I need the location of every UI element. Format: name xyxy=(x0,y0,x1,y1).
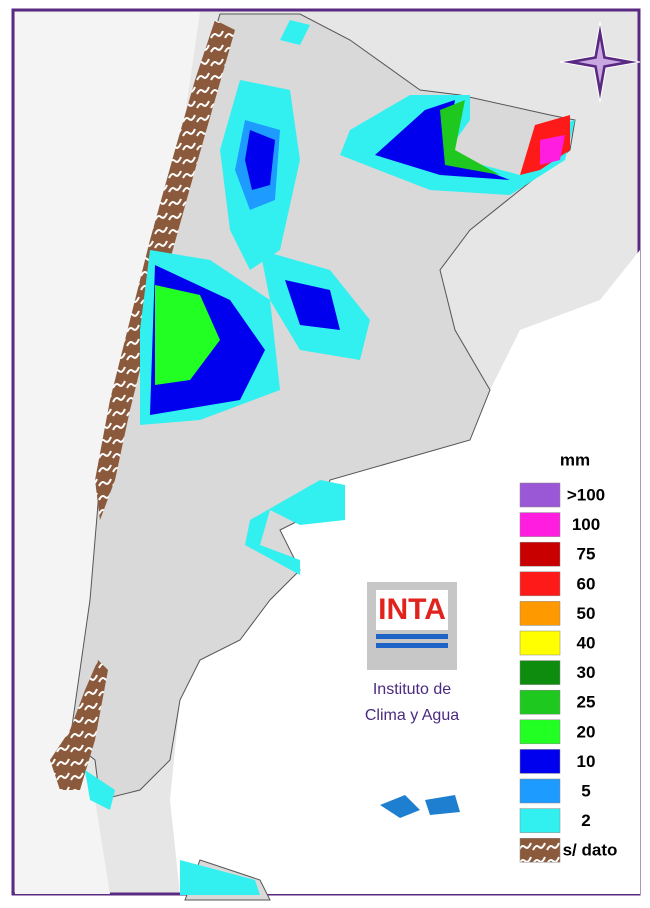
legend-label: 5 xyxy=(581,781,590,800)
legend-swatch xyxy=(519,571,561,597)
legend-swatch xyxy=(519,541,561,567)
legend-swatch xyxy=(519,512,561,537)
rain-area xyxy=(155,285,220,385)
rain-area xyxy=(440,100,500,175)
legend-swatch xyxy=(519,601,561,626)
compass-rose xyxy=(559,21,641,103)
rain-area xyxy=(245,130,275,190)
legend-label: 30 xyxy=(577,663,596,682)
legend-swatch xyxy=(519,719,561,745)
logo-caption: Clima y Agua xyxy=(365,707,459,724)
no-data-area xyxy=(50,660,108,790)
legend-label: 75 xyxy=(577,545,596,564)
legend-swatch xyxy=(519,749,561,774)
legend-swatch xyxy=(519,482,561,508)
rain-area xyxy=(180,860,260,895)
legend: >100 100 75 60 50 40 30 25 20 10 5 2 s/ dato xyxy=(519,482,618,863)
legend-swatch xyxy=(519,778,561,804)
legend-label: 2 xyxy=(581,811,590,830)
legend-swatch xyxy=(519,689,561,715)
legend-label: 20 xyxy=(577,722,596,741)
logo-caption: Instituto de xyxy=(373,681,451,698)
legend-title: mm xyxy=(560,450,590,469)
legend-label: >100 xyxy=(567,485,605,504)
rain-area xyxy=(340,95,575,195)
logo-stripe xyxy=(376,634,448,639)
legend-label: 25 xyxy=(577,693,596,712)
legend-swatch xyxy=(519,837,561,863)
legend-swatch xyxy=(519,660,561,685)
legend-swatch xyxy=(519,630,561,656)
logo-text: INTA xyxy=(378,593,446,626)
rain-area xyxy=(280,20,310,45)
logo-stripe xyxy=(376,643,448,648)
legend-label: 40 xyxy=(577,633,596,652)
rain-area xyxy=(375,100,510,180)
legend-label: 50 xyxy=(577,604,596,623)
legend-label: 60 xyxy=(577,574,596,593)
rain-area xyxy=(85,770,115,810)
rain-area xyxy=(285,280,340,330)
legend-label: s/ dato xyxy=(563,841,618,860)
rain-area xyxy=(540,135,565,165)
logo-inner xyxy=(376,590,448,630)
islands xyxy=(380,795,460,818)
legend-label: 100 xyxy=(572,515,600,534)
legend-label: 10 xyxy=(577,752,596,771)
legend-swatch xyxy=(519,808,561,833)
rain-area xyxy=(245,480,345,575)
